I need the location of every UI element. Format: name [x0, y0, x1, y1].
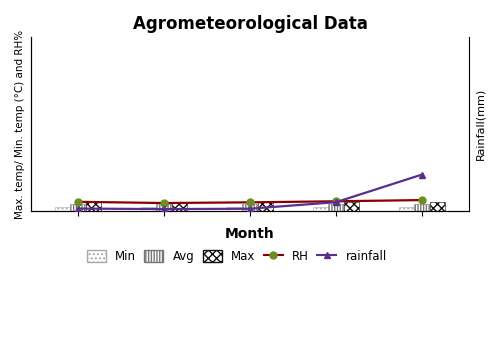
- Legend: Min, Avg, Max, RH, rainfall: Min, Avg, Max, RH, rainfall: [82, 246, 392, 268]
- Bar: [414, 204, 430, 211]
- Bar: [54, 207, 70, 211]
- X-axis label: Month: Month: [225, 227, 275, 241]
- Bar: [172, 202, 187, 211]
- Bar: [227, 207, 242, 211]
- Bar: [242, 204, 258, 211]
- Bar: [399, 207, 414, 211]
- Y-axis label: Rainfall(mm): Rainfall(mm): [475, 88, 485, 161]
- Bar: [344, 202, 360, 211]
- Bar: [313, 207, 328, 211]
- Bar: [140, 207, 156, 211]
- Bar: [328, 204, 344, 211]
- Title: Agrometeorological Data: Agrometeorological Data: [132, 15, 368, 33]
- Bar: [70, 204, 86, 211]
- Bar: [86, 202, 101, 211]
- Bar: [430, 202, 446, 211]
- Bar: [156, 204, 172, 211]
- Y-axis label: Max. temp/ Min. temp (°C) and RH%: Max. temp/ Min. temp (°C) and RH%: [15, 30, 25, 219]
- Bar: [258, 202, 273, 211]
